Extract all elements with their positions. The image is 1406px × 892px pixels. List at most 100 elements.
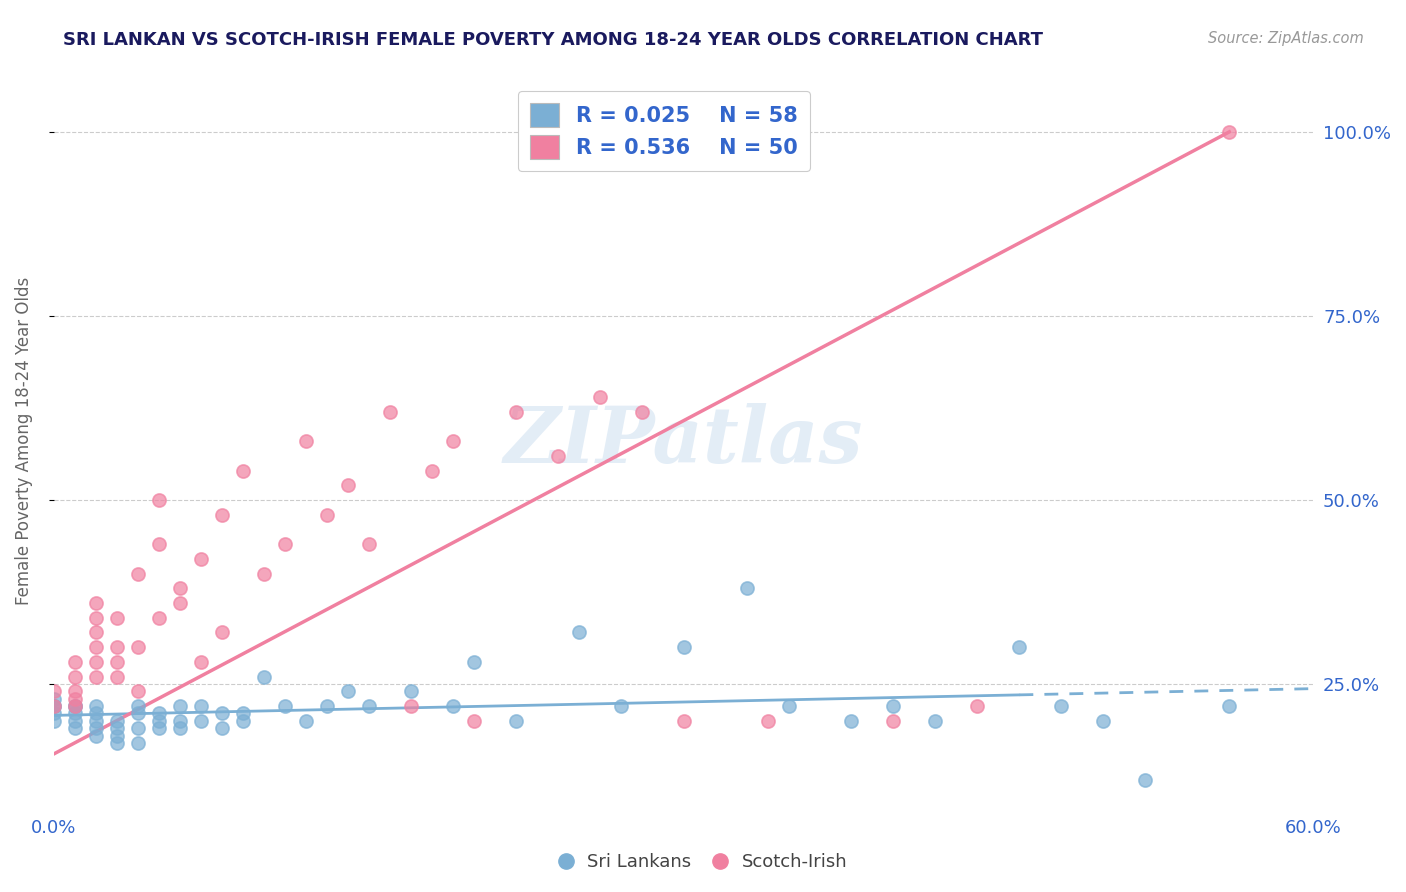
Point <box>105 611 128 625</box>
Point <box>127 706 149 721</box>
Point <box>924 714 946 728</box>
Point <box>63 699 86 714</box>
Point <box>63 670 86 684</box>
Text: SRI LANKAN VS SCOTCH-IRISH FEMALE POVERTY AMONG 18-24 YEAR OLDS CORRELATION CHAR: SRI LANKAN VS SCOTCH-IRISH FEMALE POVERT… <box>63 31 1043 49</box>
Point <box>1008 640 1031 655</box>
Point <box>148 714 170 728</box>
Point <box>84 625 107 640</box>
Point <box>505 404 527 418</box>
Point <box>841 714 863 728</box>
Point <box>105 729 128 743</box>
Point <box>84 729 107 743</box>
Point <box>672 714 695 728</box>
Point <box>190 552 212 566</box>
Point <box>105 655 128 669</box>
Point <box>211 625 233 640</box>
Point <box>84 640 107 655</box>
Point <box>148 706 170 721</box>
Point <box>315 508 337 522</box>
Point <box>148 492 170 507</box>
Point <box>190 655 212 669</box>
Point <box>84 699 107 714</box>
Point <box>84 714 107 728</box>
Point <box>105 670 128 684</box>
Point <box>630 404 652 418</box>
Point <box>148 611 170 625</box>
Point <box>274 537 297 551</box>
Point <box>105 736 128 750</box>
Point <box>441 699 464 714</box>
Point <box>127 699 149 714</box>
Point <box>294 714 316 728</box>
Point <box>42 706 65 721</box>
Point <box>735 582 758 596</box>
Point <box>336 478 359 492</box>
Point <box>756 714 779 728</box>
Point <box>63 721 86 735</box>
Point <box>42 691 65 706</box>
Point <box>63 706 86 721</box>
Point <box>399 699 422 714</box>
Point <box>84 596 107 610</box>
Point <box>84 670 107 684</box>
Point <box>1092 714 1115 728</box>
Legend: R = 0.025    N = 58, R = 0.536    N = 50: R = 0.025 N = 58, R = 0.536 N = 50 <box>517 91 810 171</box>
Point <box>63 691 86 706</box>
Point <box>274 699 297 714</box>
Point <box>63 714 86 728</box>
Point <box>547 449 569 463</box>
Point <box>253 566 276 581</box>
Point <box>1135 772 1157 787</box>
Point <box>420 463 443 477</box>
Point <box>42 699 65 714</box>
Text: ZIPatlas: ZIPatlas <box>503 403 863 479</box>
Point <box>463 655 485 669</box>
Point <box>882 699 904 714</box>
Point <box>105 640 128 655</box>
Point <box>232 463 254 477</box>
Point <box>63 684 86 698</box>
Point <box>399 684 422 698</box>
Point <box>357 699 380 714</box>
Text: Source: ZipAtlas.com: Source: ZipAtlas.com <box>1208 31 1364 46</box>
Point <box>568 625 591 640</box>
Point <box>609 699 631 714</box>
Point <box>294 434 316 448</box>
Point <box>127 640 149 655</box>
Point <box>357 537 380 551</box>
Point <box>778 699 800 714</box>
Point <box>1218 125 1240 139</box>
Point <box>378 404 401 418</box>
Point <box>169 582 191 596</box>
Point <box>127 566 149 581</box>
Point <box>1050 699 1073 714</box>
Point <box>169 699 191 714</box>
Point <box>190 699 212 714</box>
Point <box>63 699 86 714</box>
Point <box>232 706 254 721</box>
Point <box>463 714 485 728</box>
Point <box>42 699 65 714</box>
Point <box>315 699 337 714</box>
Point <box>169 714 191 728</box>
Point <box>84 706 107 721</box>
Point <box>232 714 254 728</box>
Point <box>211 721 233 735</box>
Point <box>127 684 149 698</box>
Point <box>63 655 86 669</box>
Point <box>105 721 128 735</box>
Point <box>441 434 464 448</box>
Point <box>127 736 149 750</box>
Point <box>148 721 170 735</box>
Point <box>42 684 65 698</box>
Point <box>336 684 359 698</box>
Point <box>42 714 65 728</box>
Point <box>672 640 695 655</box>
Point <box>588 390 610 404</box>
Point <box>63 699 86 714</box>
Point <box>169 721 191 735</box>
Point <box>253 670 276 684</box>
Point <box>127 721 149 735</box>
Legend: Sri Lankans, Scotch-Irish: Sri Lankans, Scotch-Irish <box>551 847 855 879</box>
Point <box>148 537 170 551</box>
